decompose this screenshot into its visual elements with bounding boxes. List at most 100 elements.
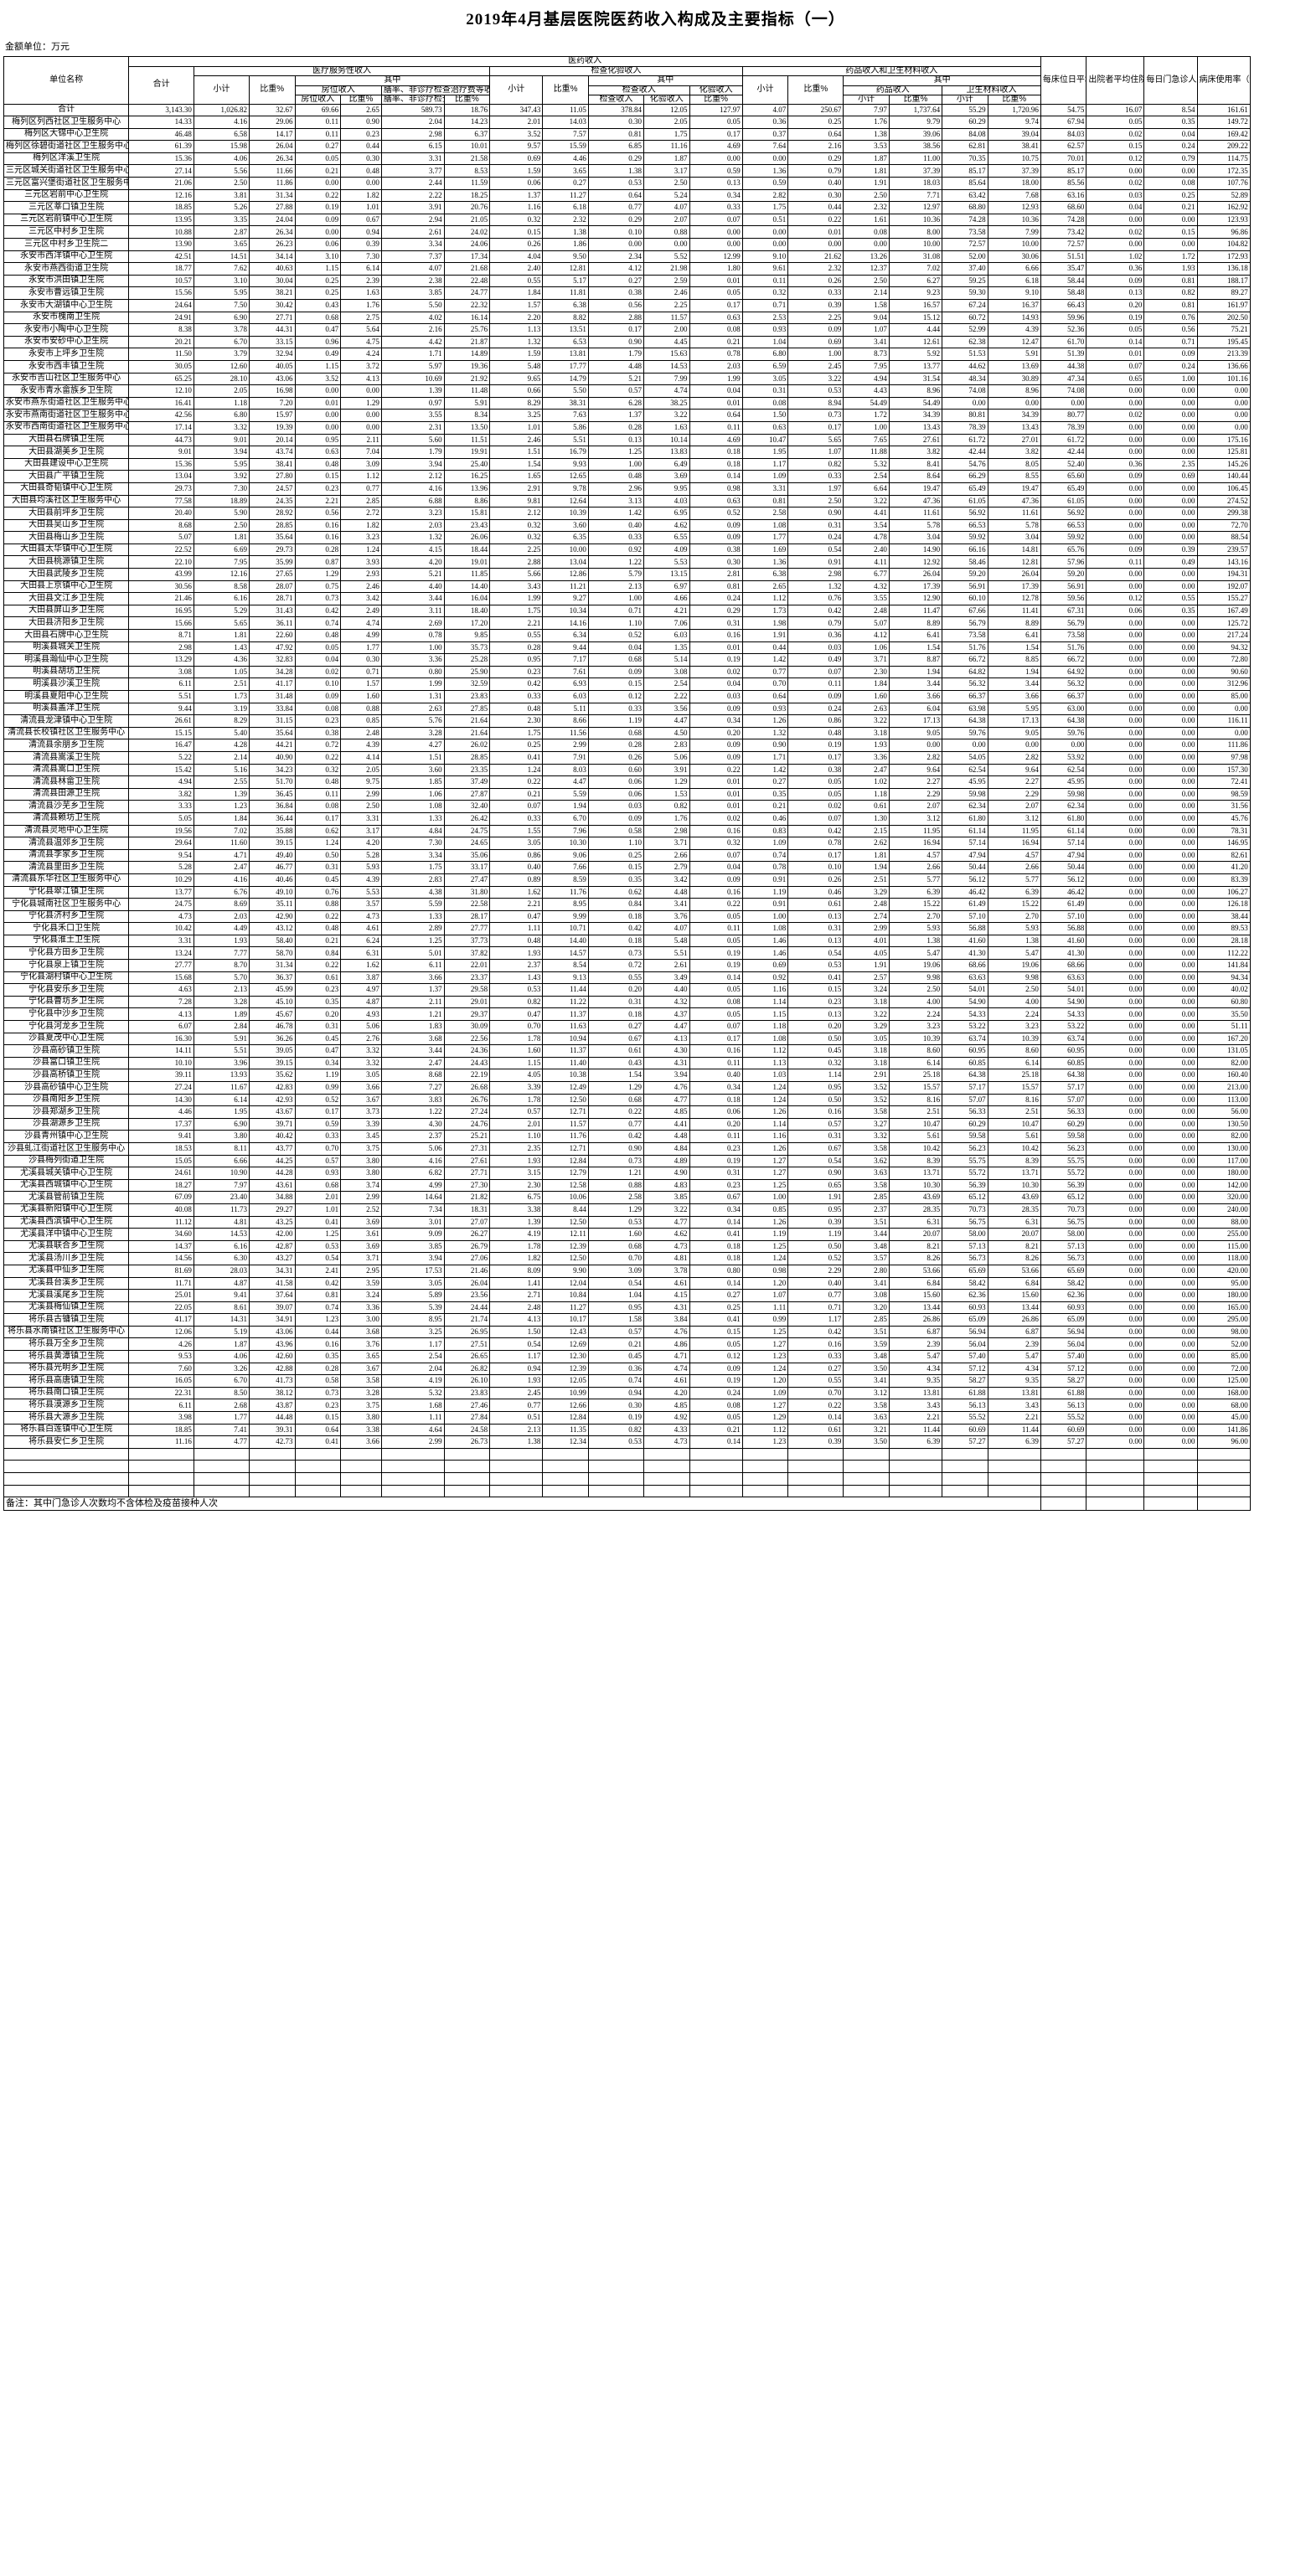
row-value: 0.99 [294, 1081, 342, 1095]
row-value: 60.95 [1040, 1044, 1087, 1058]
row-unit-name: 大田县均溪社区卫生服务中心 [3, 494, 130, 508]
row-value: 8.64 [888, 470, 943, 483]
row-value: 24.75 [128, 898, 194, 911]
row-value: 0.81 [689, 580, 743, 594]
row-value: 0.69 [1143, 470, 1198, 483]
row-value: 43.61 [248, 1178, 296, 1193]
row-unit-name: 大田县济阳乡卫生院 [3, 616, 130, 631]
row-value: 2.48 [340, 726, 382, 740]
header-drug-sub: 小计 [843, 94, 890, 105]
row-value: 37.73 [443, 934, 491, 948]
table-row: 宁化县济村乡卫生院 4.73 2.03 42.90 0.22 4.73 1.33 28.17 0… [3, 909, 1306, 924]
row-value: 0.03 [587, 800, 644, 813]
table-row: 永安市曹远镇卫生院 15.56 5.95 38.21 0.25 1.63 3.85 24.77… [3, 286, 1306, 300]
row-value: 0.05 [689, 1411, 743, 1425]
row-value: 0.32 [787, 1056, 844, 1070]
row-value: 4.75 [340, 335, 382, 349]
row-value: 0.00 [340, 384, 382, 398]
row-value: 11.57 [643, 311, 690, 325]
row-unit-name: 永安市大湖镇中心卫生院 [3, 299, 130, 312]
row-value: 0.36 [587, 1362, 644, 1376]
row-unit-name: 清流县里田乡卫生院 [3, 861, 130, 874]
row-value: 1.43 [193, 641, 250, 655]
row-value: 73.58 [942, 629, 988, 642]
row-value: 1.26 [741, 1105, 789, 1119]
row-value: 27.07 [443, 1215, 491, 1229]
row-unit-name: 尤溪县中仙乡卫生院 [3, 1264, 130, 1278]
row-value: 4.40 [380, 580, 445, 594]
row-value: 4.09 [643, 543, 690, 557]
table-row: 大田县石牌中心卫生院 8.71 1.81 22.60 0.48 4.99 0.78 9.85 0… [3, 629, 1306, 642]
row-value: 0.09 [689, 750, 743, 765]
row-value: 0.00 [1086, 909, 1145, 924]
row-value: 56.91 [942, 580, 988, 594]
row-value: 7.66 [542, 861, 589, 874]
row-unit-name: 明溪县盖洋卫生院 [3, 702, 130, 716]
row-value: 1.93 [489, 1154, 544, 1168]
row-value: 2.07 [888, 800, 943, 813]
row-value: 0.00 [1196, 384, 1251, 398]
row-value: 0.45 [587, 1350, 644, 1363]
row-value: 27.14 [128, 164, 194, 178]
row-value: 11.27 [542, 1301, 589, 1315]
row-value: 0.17 [787, 848, 844, 863]
row-value: 7.97 [193, 1178, 250, 1193]
row-value: 2.21 [489, 616, 544, 631]
row-value: 0.20 [587, 983, 644, 997]
row-value: 4.07 [643, 922, 690, 935]
row-value: 56.39 [1040, 1178, 1087, 1193]
row-value: 75.21 [1196, 323, 1251, 337]
row-value: 160.40 [1196, 1069, 1251, 1082]
row-value: 0.50 [787, 1239, 844, 1254]
row-value: 2.93 [340, 568, 382, 581]
row-value: 0.00 [1143, 1228, 1198, 1241]
row-value: 0.70 [787, 1386, 844, 1400]
row-value: 0.18 [689, 1093, 743, 1107]
row-value: 52.99 [942, 323, 988, 337]
row-value: 239.57 [1196, 543, 1251, 557]
row-value: 62.34 [1040, 800, 1087, 813]
row-value: 0.04 [689, 861, 743, 874]
row-value: 11.51 [443, 433, 491, 447]
row-value: 11.12 [128, 1215, 194, 1229]
row-value: 10.47 [987, 1117, 1041, 1131]
row-value: 38.41 [987, 140, 1041, 153]
row-unit-name: 合计 [3, 103, 130, 117]
row-value: 10.30 [987, 1178, 1041, 1193]
row-value: 1.19 [741, 1228, 789, 1241]
row-value: 4.61 [340, 922, 382, 935]
row-value: 0.28 [489, 641, 544, 655]
table-row: 沙县青州镇中心卫生院 9.41 3.80 40.42 0.33 3.45 2.37 25.21… [3, 1130, 1306, 1143]
row-value: 22.01 [443, 959, 491, 972]
row-value: 4.19 [380, 1374, 445, 1388]
header-medicine-income: 医药收入 [128, 56, 1041, 67]
row-value: 0.23 [489, 665, 544, 679]
row-value: 74.28 [1040, 213, 1087, 227]
row-value: 2.31 [380, 420, 445, 435]
row-value: 131.05 [1196, 1044, 1251, 1058]
row-value: 0.05 [689, 909, 743, 924]
row-unit-name: 永安市曹远镇卫生院 [3, 286, 130, 300]
row-value: 250.67 [787, 103, 844, 117]
row-value: 0.00 [1143, 1435, 1198, 1449]
row-value: 0.69 [787, 335, 844, 349]
row-value: 0.00 [1143, 1325, 1198, 1339]
spacer-cell [248, 1447, 296, 1461]
header-service-subtotal: 小计 [193, 75, 250, 105]
row-value: 10.38 [542, 1069, 589, 1082]
row-value: 3.43 [489, 580, 544, 594]
row-value: 41.30 [942, 946, 988, 961]
row-value: 0.58 [587, 824, 644, 838]
row-value: 2.39 [888, 1337, 943, 1352]
row-value: 3.38 [340, 1423, 382, 1437]
row-value: 85.00 [1196, 690, 1251, 703]
row-value: 0.70 [741, 677, 789, 691]
row-value: 2.35 [489, 1141, 544, 1156]
row-value: 1.10 [587, 837, 644, 850]
row-value: 56.79 [942, 616, 988, 631]
row-value: 0.37 [741, 127, 789, 142]
row-value: 28.17 [443, 909, 491, 924]
row-value: 18.31 [443, 1203, 491, 1217]
row-unit-name: 将乐县黄潭镇卫生院 [3, 1350, 130, 1363]
row-value: 101.16 [1196, 372, 1251, 386]
